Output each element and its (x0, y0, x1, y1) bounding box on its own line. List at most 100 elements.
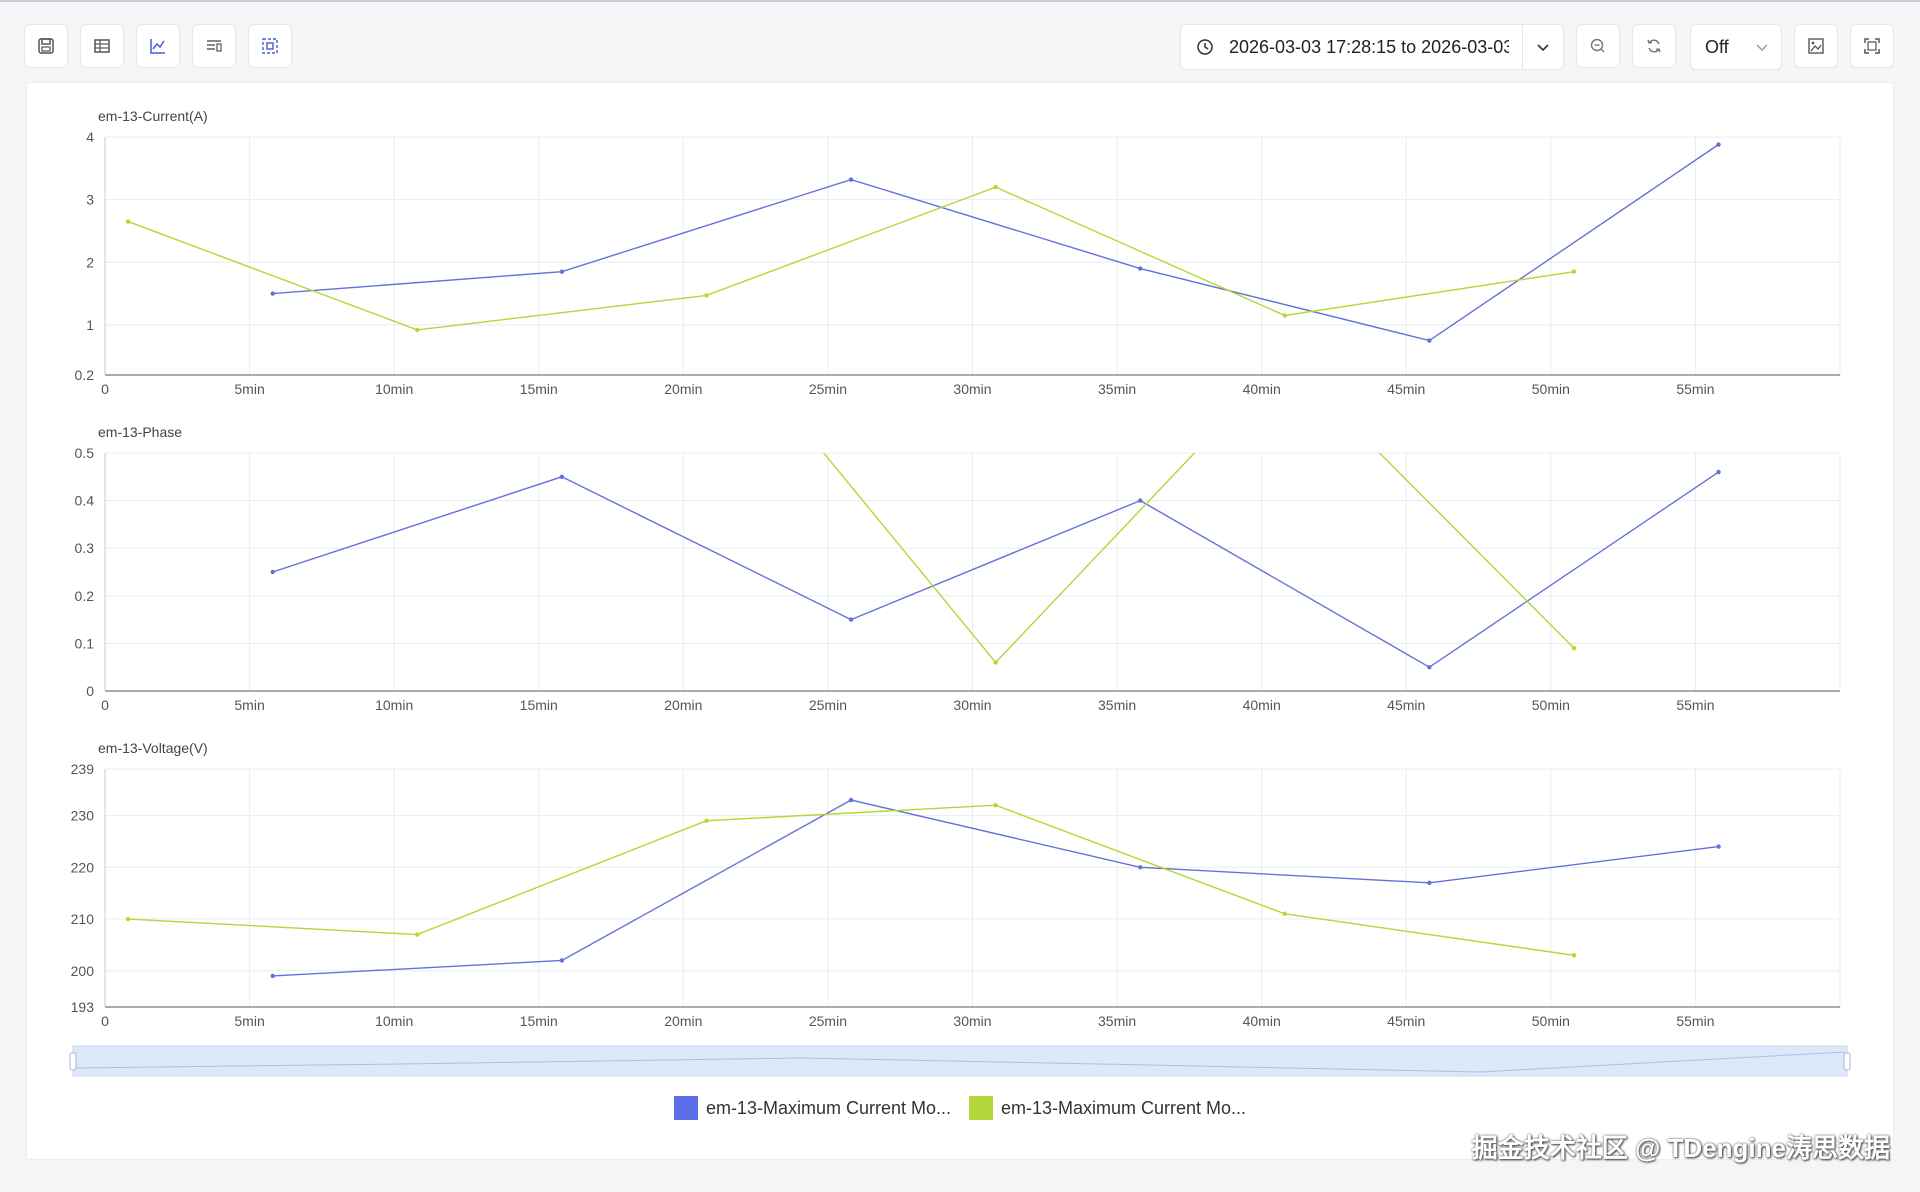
x-tick-label: 35min (1098, 697, 1136, 713)
clock-icon (1181, 38, 1229, 56)
series-line-1 (272, 143, 1719, 342)
data-point (270, 569, 275, 575)
data-zoom-handle-right (1843, 1052, 1851, 1071)
time-range-text: 2026-03-03 17:28:15 to 2026-03-03 20 (1229, 36, 1509, 57)
x-tick-label: 20min (664, 697, 702, 713)
refresh-interval-select[interactable]: Off (1690, 24, 1782, 70)
line-chart-icon (150, 39, 165, 54)
x-tick-label: 5min (234, 1013, 264, 1029)
x-tick-label: 30min (953, 697, 991, 713)
chevron-down-icon (1756, 44, 1768, 51)
data-point (1138, 865, 1143, 870)
data-point (559, 269, 565, 274)
y-tick-label: 220 (71, 859, 95, 875)
data-point (848, 797, 854, 803)
x-tick-label: 25min (809, 697, 847, 713)
x-tick-label: 30min (953, 381, 991, 397)
x-tick-label: 45min (1387, 697, 1425, 713)
data-point (1571, 269, 1577, 274)
y-tick-label: 3 (86, 192, 94, 208)
data-point (559, 958, 565, 963)
data-point (993, 660, 998, 665)
y-tick-label: 0.2 (75, 588, 95, 604)
watermark: 掘金技术社区 @ TDengine涛思数据 (1471, 1133, 1890, 1163)
data-point (993, 803, 998, 808)
x-tick-label: 15min (520, 697, 558, 713)
zoom-out-icon (1590, 38, 1605, 53)
fullscreen-button[interactable] (1850, 24, 1894, 68)
data-point (848, 177, 854, 182)
zoom-out-button[interactable] (1576, 24, 1620, 68)
chart-legend: em-13-Maximum Current Mo... em-13-Maximu… (0, 1096, 1920, 1120)
y-tick-label: 0.5 (75, 445, 95, 461)
x-tick-label: 15min (520, 381, 558, 397)
x-tick-label: 20min (664, 1013, 702, 1029)
data-point (270, 291, 275, 296)
x-tick-label: 5min (234, 697, 264, 713)
series-line-2 (127, 186, 1575, 331)
y-tick-label: 239 (71, 761, 95, 777)
y-tick-label: 0.4 (75, 493, 95, 509)
data-point (1427, 338, 1432, 343)
y-tick-label: 230 (71, 808, 95, 824)
data-point (415, 932, 420, 937)
x-tick-label: 40min (1243, 697, 1281, 713)
x-tick-label: 50min (1532, 1013, 1570, 1029)
x-tick-label: 0 (101, 1013, 109, 1029)
refresh-button[interactable] (1632, 24, 1676, 68)
data-point (559, 474, 565, 479)
data-point (415, 327, 420, 333)
legend-label-2: em-13-Maximum Current Mo... (1001, 1097, 1247, 1118)
time-range-picker[interactable]: 2026-03-03 17:28:15 to 2026-03-03 20 (1180, 24, 1564, 70)
y-tick-label: 210 (71, 911, 95, 927)
data-zoom-button[interactable] (248, 24, 292, 68)
x-tick-label: 55min (1676, 697, 1714, 713)
y-tick-label: 0.2 (75, 367, 95, 383)
data-point (1571, 953, 1577, 958)
data-point (1716, 142, 1721, 147)
legend-item-series-1[interactable]: em-13-Maximum Current Mo... (673, 1096, 951, 1120)
x-tick-label: 30min (953, 1013, 991, 1029)
x-tick-label: 20min (664, 381, 702, 397)
list-settings-button[interactable] (192, 24, 236, 68)
x-tick-label: 50min (1532, 381, 1570, 397)
x-tick-label: 55min (1676, 381, 1714, 397)
data-point (1138, 498, 1143, 503)
x-tick-label: 40min (1243, 1013, 1281, 1029)
data-point (1716, 469, 1721, 475)
x-tick-label: 55min (1676, 1013, 1714, 1029)
x-tick-label: 10min (375, 1013, 413, 1029)
top-border (0, 0, 1920, 2)
legend-label-1: em-13-Maximum Current Mo... (705, 1097, 951, 1118)
data-zoom-handle-left (69, 1052, 77, 1071)
table-view-button[interactable] (80, 24, 124, 68)
y-tick-label: 2 (86, 254, 94, 270)
data-point (1427, 665, 1432, 670)
x-tick-label: 15min (520, 1013, 558, 1029)
x-tick-label: 0 (101, 697, 109, 713)
legend-swatch-1 (673, 1096, 698, 1120)
data-point (704, 293, 709, 298)
chevron-down-icon[interactable] (1522, 25, 1563, 69)
refresh-interval-value: Off (1705, 36, 1729, 57)
data-point (993, 184, 998, 190)
refresh-icon (1647, 39, 1661, 53)
save-button[interactable] (24, 24, 68, 68)
y-tick-label: 193 (71, 999, 95, 1015)
series-line-1 (272, 799, 1719, 977)
data-point (125, 916, 131, 922)
list-settings-icon (207, 40, 222, 52)
fullscreen-icon (1864, 38, 1880, 54)
legend-item-series-2[interactable]: em-13-Maximum Current Mo... (969, 1096, 1246, 1120)
chart-title: em-13-Current(A) (98, 108, 208, 124)
data-point (1716, 844, 1721, 849)
series-line-1 (272, 471, 1719, 669)
data-point (704, 818, 709, 823)
line-chart-button[interactable] (136, 24, 180, 68)
export-image-button[interactable] (1794, 24, 1838, 68)
data-point (1282, 313, 1288, 318)
data-point (848, 617, 854, 622)
legend-swatch-2 (969, 1096, 993, 1120)
data-point (125, 219, 131, 224)
